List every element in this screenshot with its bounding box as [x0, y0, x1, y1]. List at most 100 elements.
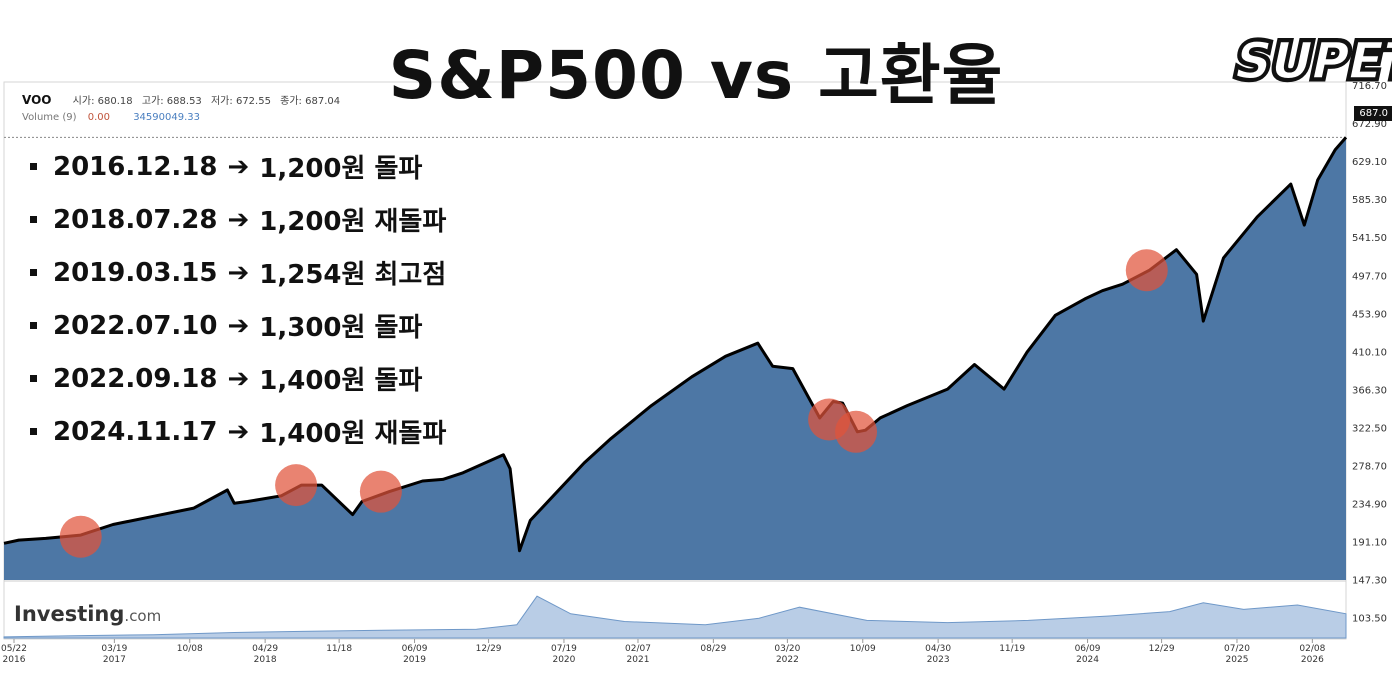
x-tick-year: 2020: [552, 655, 575, 665]
event-text: 1,400원 재돌파: [259, 419, 447, 449]
x-tick-label: 10/09: [850, 644, 876, 654]
bullet-icon: [30, 163, 37, 170]
event-item: 2019.03.15 ➔ 1,254원 최고점: [30, 246, 446, 299]
x-tick-label: 11/18: [326, 644, 352, 654]
y-tick-label: 366.30: [1352, 385, 1387, 396]
volume-area: [3, 595, 1347, 639]
y-tick-label: 278.70: [1352, 462, 1387, 473]
y-tick-label: 453.90: [1352, 309, 1387, 320]
y-tick-label: 191.10: [1352, 538, 1387, 549]
arrow-icon: ➔: [227, 204, 250, 235]
highlight-marker: [835, 410, 878, 453]
brand-suffix: .com: [124, 607, 162, 625]
y-tick-label: 322.50: [1352, 423, 1387, 434]
event-date: 2018.07.28: [53, 204, 218, 235]
current-price-badge: 687.0: [1354, 106, 1392, 121]
close-value: 687.04: [305, 96, 341, 107]
low-label: 저가:: [210, 96, 233, 107]
x-tick-label: 06/09: [402, 644, 428, 654]
page-title: S&P500 vs 고환율: [388, 37, 1004, 114]
x-tick-label: 07/20: [1224, 644, 1250, 654]
price-quote-bar: VOO 시가: 680.18 고가: 688.53 저가: 672.55 종가:…: [22, 92, 340, 107]
x-tick-label: 12/29: [476, 644, 502, 654]
price-chart[interactable]: 716.70 672.90 629.10 585.30 541.50 497.70 453.…: [0, 80, 1392, 673]
x-tick-label: 03/19: [101, 644, 127, 654]
y-tick-label: 147.30: [1352, 576, 1387, 587]
price-area: [4, 137, 1346, 580]
y-tick-label: 629.10: [1352, 157, 1387, 168]
volume-value-2: 34590049.33: [133, 112, 200, 123]
x-tick-label: 12/29: [1149, 644, 1175, 654]
x-tick-year: 2018: [254, 655, 277, 665]
close-label: 종가:: [280, 96, 302, 107]
x-tick-year: 2019: [403, 655, 426, 665]
x-tick-label: 04/29: [252, 644, 278, 654]
y-tick-label: 585.30: [1352, 195, 1387, 206]
x-tick-label: 07/19: [551, 644, 577, 654]
event-item: 2024.11.17 ➔ 1,400원 재돌파: [30, 405, 446, 458]
x-tick-label: 04/30: [925, 644, 951, 654]
x-tick-label: 08/29: [700, 644, 726, 654]
brand-name: Investing: [14, 602, 125, 626]
x-tick-year: 2021: [627, 655, 650, 665]
x-tick-label: 03/20: [774, 644, 800, 654]
x-tick-label: 06/09: [1075, 644, 1101, 654]
event-date: 2022.07.10: [53, 310, 218, 341]
event-list: 2016.12.18 ➔ 1,200원 돌파 2018.07.28 ➔ 1,200원 재…: [30, 140, 446, 458]
open-label: 시가:: [72, 96, 95, 107]
x-tick-year: 2026: [1301, 655, 1324, 665]
high-label: 고가:: [141, 96, 164, 107]
event-date: 2022.09.18: [53, 363, 218, 394]
svg-text:SUPETV: SUPETV: [1229, 32, 1392, 90]
ticker-symbol: VOO: [22, 93, 52, 107]
y-tick-label: 716.70: [1352, 81, 1387, 92]
volume-label: Volume (9): [22, 112, 77, 123]
open-value: 680.18: [97, 96, 133, 107]
volume-value-1: 0.00: [87, 112, 110, 123]
arrow-icon: ➔: [227, 257, 250, 288]
x-tick-label: 05/22: [1, 644, 27, 654]
investing-logo: Investing.com: [14, 602, 161, 626]
event-item: 2016.12.18 ➔ 1,200원 돌파: [30, 140, 446, 193]
bullet-icon: [30, 428, 37, 435]
event-text: 1,400원 돌파: [259, 366, 423, 396]
y-tick-label: 541.50: [1352, 233, 1387, 244]
arrow-icon: ➔: [227, 310, 250, 341]
event-text: 1,200원 돌파: [259, 154, 423, 184]
x-tick-year: 2023: [927, 655, 950, 665]
event-item: 2022.09.18 ➔ 1,400원 돌파: [30, 352, 446, 405]
event-text: 1,300원 돌파: [259, 313, 423, 343]
bullet-icon: [30, 322, 37, 329]
x-tick-year: 2024: [1076, 655, 1099, 665]
event-text: 1,254원 최고점: [259, 260, 447, 290]
x-tick-label: 11/19: [999, 644, 1025, 654]
event-item: 2022.07.10 ➔ 1,300원 돌파: [30, 299, 446, 352]
event-item: 2018.07.28 ➔ 1,200원 재돌파: [30, 193, 446, 246]
high-value: 688.53: [166, 96, 202, 107]
bullet-icon: [30, 216, 37, 223]
supetv-logo: SUPETV SUPETV: [1226, 28, 1392, 93]
y-tick-label: 103.50: [1352, 614, 1387, 625]
x-tick-year: 2016: [3, 655, 26, 665]
x-tick-year: 2022: [776, 655, 799, 665]
event-text: 1,200원 재돌파: [259, 207, 447, 237]
event-date: 2016.12.18: [53, 151, 218, 182]
highlight-marker: [1125, 249, 1168, 292]
low-value: 672.55: [235, 96, 271, 107]
y-tick-label: 672.90: [1352, 119, 1387, 130]
bullet-icon: [30, 375, 37, 382]
x-tick-label: 02/08: [1299, 644, 1325, 654]
x-tick-year: 2017: [103, 655, 126, 665]
arrow-icon: ➔: [227, 363, 250, 394]
y-tick-label: 410.10: [1352, 347, 1387, 358]
x-tick-label: 10/08: [177, 644, 203, 654]
highlight-marker: [275, 464, 318, 507]
y-tick-label: 234.90: [1352, 500, 1387, 511]
x-tick-label: 02/07: [625, 644, 651, 654]
arrow-icon: ➔: [227, 416, 250, 447]
event-date: 2024.11.17: [53, 416, 218, 447]
event-date: 2019.03.15: [53, 257, 218, 288]
arrow-icon: ➔: [227, 151, 250, 182]
bullet-icon: [30, 269, 37, 276]
svg-text:SUPETV: SUPETV: [1229, 32, 1392, 90]
